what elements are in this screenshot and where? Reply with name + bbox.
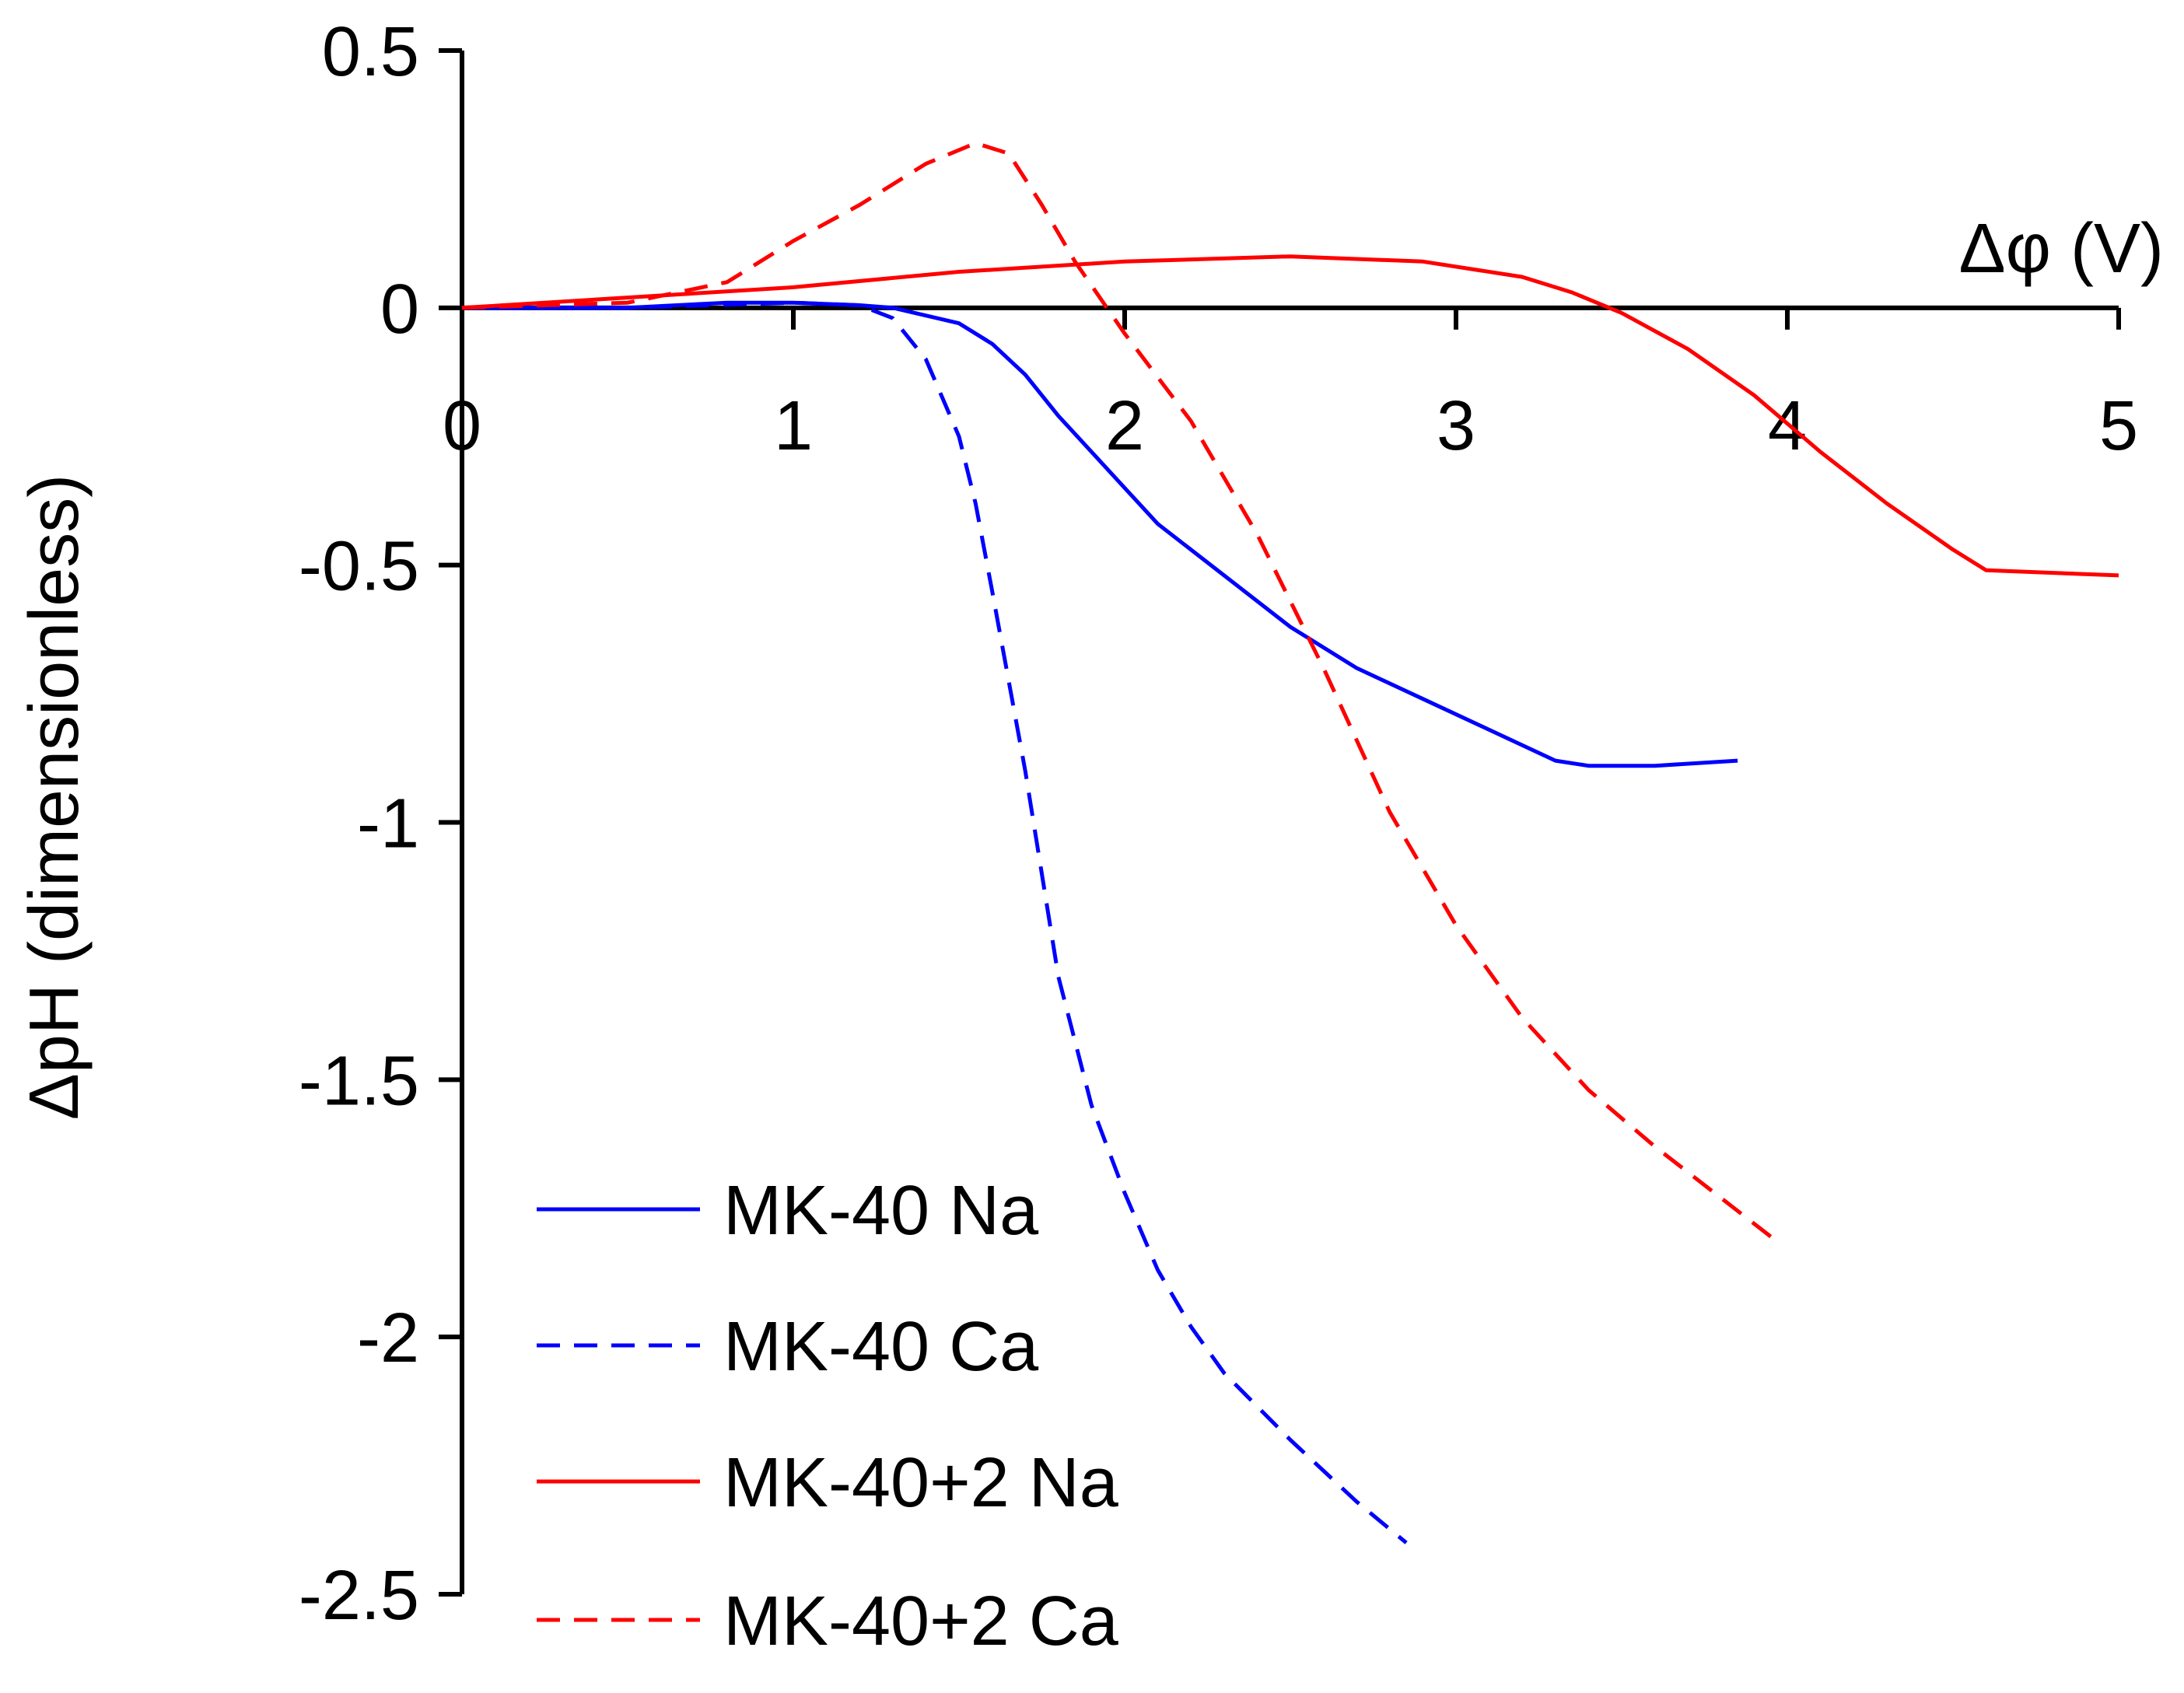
legend: MK-40 Na MK-40 Ca MK-40+2 Na MK-40+2 Ca	[537, 1172, 1119, 1660]
x-tick-label: 5	[2099, 387, 2138, 465]
y-tick-label: -1	[357, 785, 419, 863]
x-tick-label: 0	[443, 387, 481, 465]
x-axis-title: Δφ (V)	[1959, 210, 2164, 288]
legend-label-2: MK-40+2 Na	[723, 1444, 1119, 1522]
series-line-3	[461, 141, 1783, 1247]
series-line-2	[461, 254, 2119, 578]
x-tick-label: 1	[774, 387, 813, 465]
y-tick-label: -2	[357, 1299, 419, 1377]
y-tick-label: -2.5	[299, 1557, 419, 1635]
y-tick-label: 0.5	[322, 13, 419, 91]
y-axis-title: ΔpH (dimensionless)	[16, 474, 93, 1120]
x-tick-label: 2	[1105, 387, 1144, 465]
y-tick-label: -0.5	[299, 528, 419, 606]
series-layer	[461, 141, 2119, 1544]
series-line-1	[462, 300, 1408, 1544]
legend-label-3: MK-40+2 Ca	[723, 1583, 1119, 1660]
legend-label-1: MK-40 Ca	[723, 1308, 1039, 1386]
x-tick-label: 3	[1437, 387, 1475, 465]
y-tick-label: -1.5	[299, 1042, 419, 1120]
legend-label-0: MK-40 Na	[723, 1172, 1039, 1250]
series-line-0	[462, 300, 1738, 768]
labels: ΔpH (dimensionless) Δφ (V)	[16, 210, 2164, 1120]
y-tick-label: 0	[380, 271, 419, 348]
axes: 0.50-0.5-1-1.5-2-2.50 1 2 3 4 5	[299, 13, 2138, 1635]
